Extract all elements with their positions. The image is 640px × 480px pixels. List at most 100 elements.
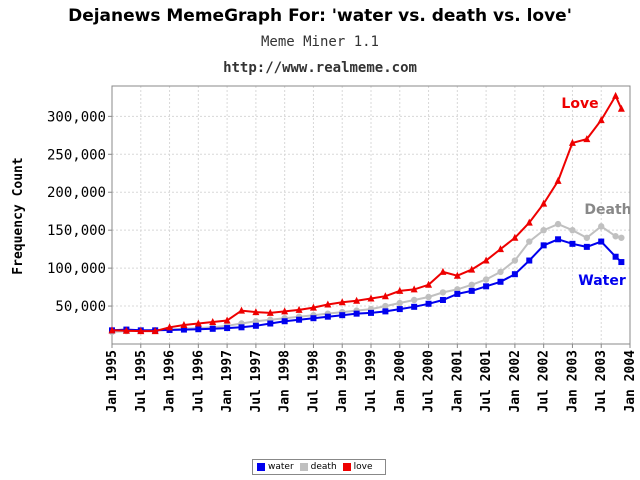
point-water	[497, 278, 504, 285]
point-love	[597, 116, 605, 124]
point-love	[612, 91, 620, 99]
point-water	[281, 318, 288, 325]
y-tick-label: 200,000	[47, 185, 106, 201]
point-love	[295, 305, 303, 313]
point-love	[309, 303, 317, 311]
legend: water death love	[252, 459, 386, 475]
x-tick-label: Jul 1996	[191, 350, 206, 413]
x-tick-label: Jul 1995	[134, 350, 149, 413]
grid-lines	[111, 86, 631, 344]
series-line-love	[111, 93, 623, 333]
point-water	[324, 313, 331, 320]
x-tick-label: Jan 2002	[508, 350, 523, 413]
x-tick-label: Jul 2001	[479, 350, 494, 413]
point-love	[324, 300, 332, 308]
point-death	[410, 296, 418, 304]
x-tick-label: Jan 2004	[623, 350, 638, 413]
chart-title: Dejanews MemeGraph For: 'water vs. death…	[68, 6, 572, 26]
x-tick-label: Jan 1996	[163, 350, 178, 413]
point-love	[468, 265, 476, 273]
point-water	[224, 325, 231, 332]
x-tick-label: Jul 1997	[249, 350, 264, 413]
series-label-love: Love	[561, 96, 598, 112]
point-love	[583, 135, 591, 143]
x-tick-label: Jan 1998	[278, 350, 293, 413]
legend-swatch-love	[342, 463, 351, 471]
point-love	[137, 327, 145, 335]
y-tick-label: 250,000	[47, 147, 106, 163]
y-tick-label: 100,000	[47, 261, 106, 277]
point-death	[482, 276, 490, 283]
point-love	[439, 267, 447, 275]
point-death	[554, 220, 562, 228]
legend-item-water: water	[257, 462, 294, 472]
point-water	[555, 236, 562, 243]
point-water	[353, 310, 360, 317]
x-tick-label: Jan 2001	[450, 350, 465, 413]
legend-label-water: water	[268, 462, 294, 472]
x-tick-label: Jan 1995	[105, 350, 120, 413]
point-love	[511, 233, 519, 241]
point-water	[195, 326, 202, 333]
point-water	[483, 283, 490, 290]
point-water	[583, 243, 590, 250]
point-love	[252, 308, 260, 316]
point-love	[108, 326, 116, 334]
point-love	[554, 176, 562, 184]
point-love	[453, 271, 461, 279]
point-water	[612, 253, 619, 260]
point-love	[180, 321, 188, 329]
legend-swatch-water	[257, 463, 265, 471]
point-water	[598, 238, 605, 245]
point-water	[382, 308, 389, 315]
series-label-water: Water	[578, 273, 626, 289]
point-water	[526, 257, 533, 264]
point-love	[367, 294, 375, 302]
x-tick-label: Jul 2002	[537, 350, 552, 413]
x-tick-label: Jan 1999	[335, 350, 350, 413]
point-water	[252, 322, 259, 329]
x-tick-label: Jan 2000	[393, 350, 408, 413]
legend-item-love: love	[342, 462, 373, 472]
point-death	[497, 268, 504, 276]
point-water	[454, 290, 461, 297]
point-death	[468, 281, 475, 289]
point-love	[281, 307, 289, 315]
x-axis: Jan 1995 Jul 1995 Jan 1996 Jul 1996 Jan 1997…	[105, 344, 638, 413]
point-water	[267, 320, 274, 327]
point-love	[194, 319, 202, 327]
point-water	[296, 316, 303, 323]
series-layer	[108, 91, 625, 336]
point-water	[569, 240, 576, 247]
point-water	[618, 259, 625, 266]
point-death	[612, 233, 619, 240]
point-death	[511, 257, 519, 264]
point-love	[381, 292, 389, 300]
point-love	[238, 306, 245, 314]
x-tick-label: Jul 1998	[306, 350, 321, 413]
point-water	[468, 287, 475, 294]
point-water	[368, 309, 374, 316]
point-death	[526, 238, 533, 245]
x-tick-label: Jan 2003	[565, 350, 580, 413]
point-water	[396, 306, 403, 313]
point-love	[617, 104, 625, 112]
point-death	[618, 234, 625, 241]
series-line-death	[111, 223, 622, 333]
point-death	[583, 234, 591, 241]
point-water	[310, 315, 317, 322]
point-water	[238, 324, 245, 331]
x-tick-label: Jul 2000	[422, 350, 437, 413]
point-water	[540, 242, 547, 249]
point-love	[266, 308, 274, 316]
point-love	[396, 286, 404, 294]
legend-swatch-death	[299, 463, 308, 471]
point-love	[223, 316, 231, 324]
y-axis-label: Frequency Count	[11, 157, 26, 274]
point-water	[209, 325, 216, 332]
point-water	[339, 312, 346, 319]
point-love	[497, 245, 504, 253]
point-water	[439, 296, 446, 303]
point-love	[410, 285, 418, 293]
